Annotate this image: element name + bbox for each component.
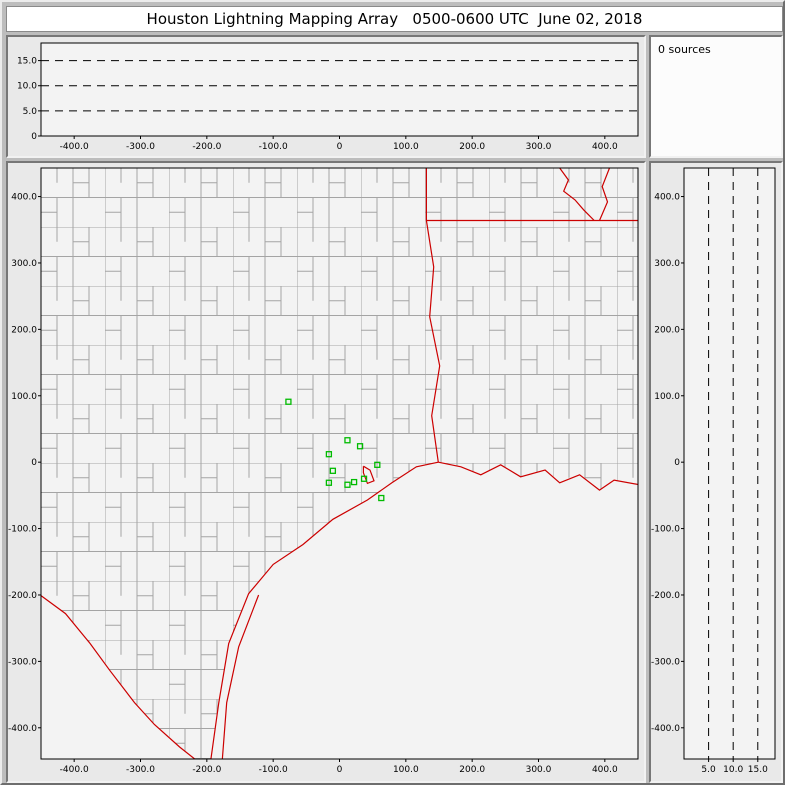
y-tick-label: -400.0 — [651, 724, 680, 734]
boundary-galveston-bay — [362, 465, 375, 485]
y-tick-label: 0 — [674, 458, 680, 468]
x-tick-label: 300.0 — [526, 765, 552, 775]
page-title: Houston Lightning Mapping Array 0500-060… — [146, 10, 643, 28]
y-tick-label: 200.0 — [654, 325, 680, 335]
x-tick-label: 15.0 — [748, 765, 768, 775]
boundary-texas-coastline — [210, 461, 439, 759]
x-tick-label: -100.0 — [259, 765, 288, 775]
y-tick-label: 0 — [31, 132, 37, 142]
x-tick-label: -100.0 — [259, 142, 288, 152]
ew-altitude-plot[interactable]: -400.0 -300.0 -200.0 -100.0 0 100.0 200.0 300.0… — [8, 37, 644, 156]
window-title-bar: Houston Lightning Mapping Array 0500-060… — [6, 6, 783, 32]
x-tick-label: 100.0 — [393, 142, 419, 152]
x-tick-label: 400.0 — [592, 765, 618, 775]
x-tick-label: 5.0 — [701, 765, 716, 775]
x-tick-label: -400.0 — [60, 765, 89, 775]
ns-altitude-panel: 5.0 10.0 15.0 400.0 300.0 200.0 100.0 0 -100.0 -2… — [649, 161, 783, 783]
boundary-mississippi-river — [598, 168, 611, 221]
y-tick-label: -300.0 — [8, 657, 37, 667]
plan-view-map-plot[interactable]: -400.0 -300.0 -200.0 -100.0 0 100.0 200.0 300.0… — [8, 163, 644, 781]
county-grid — [41, 168, 638, 759]
x-tick-label: 200.0 — [459, 765, 485, 775]
y-tick-label: 5.0 — [23, 107, 38, 117]
x-tick-label: -200.0 — [192, 765, 221, 775]
y-tick-label: 300.0 — [11, 259, 37, 269]
map-layers — [41, 168, 638, 759]
lma-station-marker — [374, 461, 381, 468]
plot-area — [684, 168, 775, 759]
y-tick-label: 0 — [31, 458, 37, 468]
x-tick-label: -200.0 — [192, 142, 221, 152]
lma-station-marker — [285, 398, 292, 405]
lma-station-marker — [350, 478, 358, 486]
y-tick-label: 300.0 — [654, 259, 680, 269]
lma-station-marker — [344, 481, 351, 488]
y-tick-label: 15.0 — [17, 57, 37, 67]
y-tick-label: 200.0 — [11, 325, 37, 335]
x-tick-label: 0 — [337, 765, 343, 775]
lma-station-marker — [329, 467, 337, 474]
x-tick-label: -300.0 — [126, 765, 155, 775]
lma-station-marker — [344, 437, 351, 444]
boundary-red-river — [559, 168, 595, 221]
plot-frame — [683, 167, 776, 760]
x-tick-label: -300.0 — [126, 142, 155, 152]
x-tick-label: 300.0 — [526, 142, 552, 152]
x-tick-label: -400.0 — [60, 142, 89, 152]
lma-station-marker — [325, 479, 333, 486]
lma-station-marker — [356, 443, 364, 450]
y-tick-label: 100.0 — [11, 392, 37, 402]
lma-station-marker — [360, 475, 368, 482]
ns-altitude-plot[interactable]: 5.0 10.0 15.0 400.0 300.0 200.0 100.0 0 -100.0 -2… — [651, 163, 781, 781]
y-tick-label: 10.0 — [17, 82, 37, 92]
y-tick-label: 400.0 — [11, 193, 37, 203]
y-tick-label: -200.0 — [8, 591, 37, 601]
ew-altitude-panel: -400.0 -300.0 -200.0 -100.0 0 100.0 200.0 300.0… — [6, 35, 646, 158]
lma-station-marker — [378, 494, 385, 502]
y-tick-label: -100.0 — [8, 525, 37, 535]
plot-area — [41, 43, 638, 136]
boundary-rio-grande-border — [41, 595, 196, 759]
lma-station-marker — [325, 451, 333, 458]
boundary-padre-island — [221, 594, 260, 759]
sources-count-panel: 0 sources — [649, 35, 783, 158]
x-tick-label: 200.0 — [459, 142, 485, 152]
y-tick-label: 400.0 — [654, 193, 680, 203]
y-tick-label: -400.0 — [8, 724, 37, 734]
y-tick-label: -100.0 — [651, 525, 680, 535]
x-tick-label: 100.0 — [393, 765, 419, 775]
x-tick-label: 400.0 — [592, 142, 618, 152]
boundary-sabine-tx-la-border — [425, 220, 441, 463]
plan-view-panel: -400.0 -300.0 -200.0 -100.0 0 100.0 200.0 300.0… — [6, 161, 646, 783]
sources-count: 0 sources — [658, 43, 711, 56]
x-tick-label: 10.0 — [723, 765, 743, 775]
x-tick-label: 0 — [337, 142, 343, 152]
y-tick-label: -200.0 — [651, 591, 680, 601]
y-tick-label: -300.0 — [651, 657, 680, 667]
boundary-louisiana-coastline — [438, 461, 638, 491]
y-tick-label: 100.0 — [654, 392, 680, 402]
